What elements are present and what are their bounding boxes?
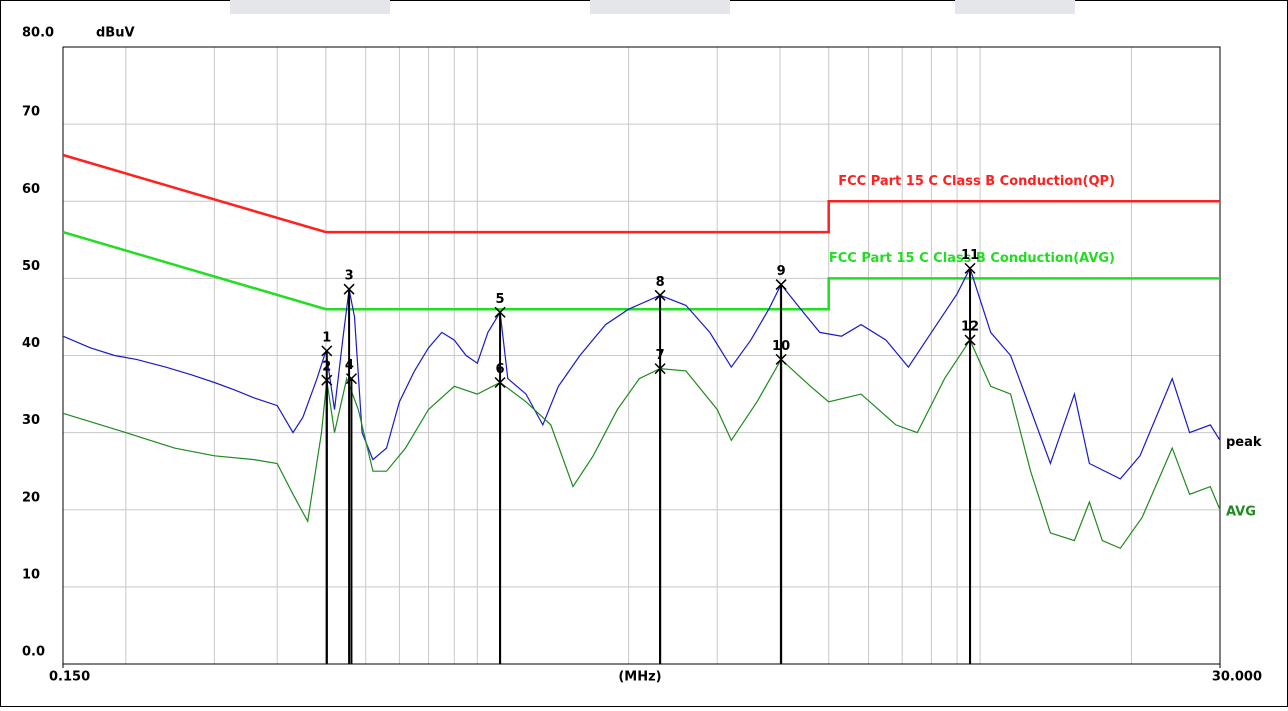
- y-tick-label: 30: [22, 413, 40, 428]
- tab: [230, 0, 390, 14]
- y-tick-label: 80.0: [22, 26, 54, 41]
- marker-label: 2: [322, 360, 331, 375]
- limit-line: [62, 230, 1220, 311]
- y-tick-label: 70: [22, 105, 40, 120]
- x-tick-label: 0.150: [49, 670, 90, 685]
- x-axis-label: (MHz): [618, 670, 661, 685]
- marker-cross: [494, 306, 506, 318]
- marker-cross: [775, 353, 787, 365]
- trace-line: [62, 266, 1221, 480]
- limit-label: FCC Part 15 C Class B Conduction(AVG): [829, 251, 1115, 266]
- y-tick-label: 0.0: [22, 645, 45, 660]
- y-tick-label: 60: [22, 182, 40, 197]
- marker-cross: [964, 262, 976, 274]
- marker-cross: [494, 376, 506, 389]
- marker-label: 4: [345, 358, 354, 373]
- marker-cross: [321, 345, 333, 357]
- trace-label: peak: [1226, 435, 1262, 450]
- marker-cross: [345, 373, 357, 385]
- tab: [955, 0, 1075, 14]
- limit-label: FCC Part 15 C Class B Conduction(QP): [838, 174, 1115, 189]
- tab: [590, 0, 730, 14]
- marker-cross: [321, 374, 333, 386]
- marker-label: 8: [656, 275, 665, 290]
- x-tick-label: 30.000: [1212, 670, 1262, 685]
- marker-label: 9: [777, 264, 786, 279]
- y-tick-label: 10: [22, 567, 40, 582]
- y-tick-label: 20: [22, 490, 40, 505]
- marker-label: 1: [322, 330, 331, 345]
- limit-line: [62, 153, 1220, 234]
- marker-label: 10: [772, 339, 790, 354]
- y-tick-label: 50: [22, 259, 40, 274]
- marker-cross: [964, 334, 976, 346]
- marker-label: 12: [961, 320, 979, 335]
- marker-label: 3: [345, 269, 354, 284]
- plot-border: [62, 46, 1221, 665]
- marker-cross: [775, 279, 787, 291]
- trace-line: [62, 338, 1221, 550]
- marker-label: 5: [496, 292, 505, 307]
- y-tick-label: 40: [22, 336, 40, 351]
- marker-cross: [654, 289, 666, 301]
- marker-label: 11: [961, 248, 979, 263]
- marker-label: 6: [496, 362, 505, 377]
- y-axis-unit: dBuV: [96, 26, 135, 41]
- trace-label: AVG: [1226, 504, 1256, 519]
- marker-cross: [343, 283, 355, 295]
